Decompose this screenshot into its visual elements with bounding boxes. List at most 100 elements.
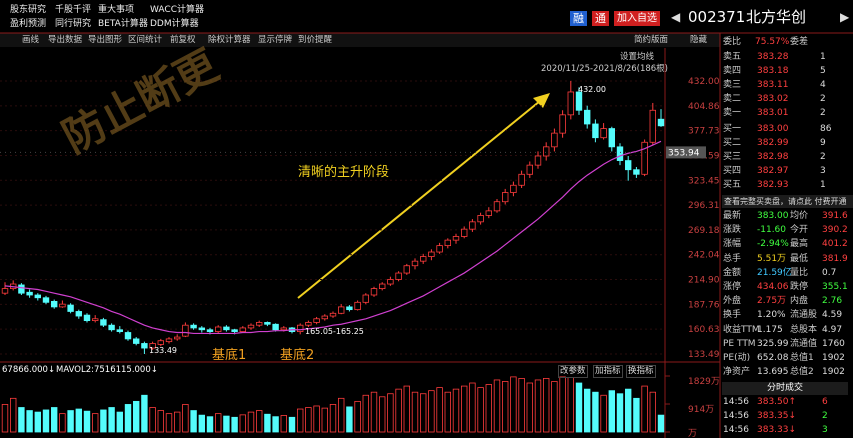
volume-bar xyxy=(264,413,271,433)
candle-body xyxy=(469,221,476,230)
badge[interactable]: 通 xyxy=(592,11,609,26)
y-tick-label: 187.76 xyxy=(688,300,720,310)
annotation: 清晰的主升阶段 xyxy=(298,165,390,180)
stat-label: 涨跌 xyxy=(723,225,742,236)
volume-bar xyxy=(26,410,33,433)
volume-bar xyxy=(337,397,345,433)
volume-bar xyxy=(255,410,263,433)
stat-value: 383.00 xyxy=(757,211,789,221)
stat-value: 390.2 xyxy=(822,225,848,236)
candle-body xyxy=(100,319,107,326)
stat-label: 量比 xyxy=(790,267,809,278)
stat-value: 4.59 xyxy=(822,310,843,321)
tool-button[interactable]: 隐藏 xyxy=(690,35,708,45)
label: 委差 xyxy=(790,37,809,47)
label: 卖五 xyxy=(723,52,742,62)
stat-value: 1902 xyxy=(822,353,845,363)
volume-bar xyxy=(313,405,320,433)
indicator-button[interactable]: 加指标 xyxy=(593,365,623,378)
range-label: 2020/11/25-2021/8/26(186根) xyxy=(541,64,668,74)
add-watchlist-button[interactable]: 加入自选 xyxy=(614,11,660,26)
stat-value: 381.9 xyxy=(822,253,848,264)
toolbar-link[interactable]: DDM计算器 xyxy=(150,19,199,29)
candle-body xyxy=(559,114,566,134)
toolbar-link[interactable]: 同行研究 xyxy=(55,19,92,29)
price-tag xyxy=(666,146,706,159)
price-tag-label: 353.94 xyxy=(668,148,700,158)
toolbar-link[interactable]: 盈利预测 xyxy=(10,19,47,29)
trade-volume: 3 xyxy=(822,425,828,435)
tool-button[interactable]: 区间统计 xyxy=(128,35,163,45)
candle-body xyxy=(321,315,328,320)
tool-button[interactable]: 到价提醒 xyxy=(298,35,333,45)
tool-button[interactable]: 导出图形 xyxy=(88,35,123,45)
base-label: 基底2 xyxy=(280,348,315,363)
candle-body xyxy=(313,318,320,323)
tool-button[interactable]: 前复权 xyxy=(170,35,196,45)
y-tick-label: 269.18 xyxy=(688,226,720,236)
candle-body xyxy=(190,324,197,329)
volume-bar xyxy=(190,410,197,433)
trade-price: 383.33↓ xyxy=(757,425,797,435)
candle-body xyxy=(124,332,132,340)
volume-bar xyxy=(34,411,41,433)
indicator-button[interactable]: 换指标 xyxy=(626,365,656,378)
candle-body xyxy=(625,160,632,171)
candle-body xyxy=(26,291,33,296)
candle-body xyxy=(198,327,205,331)
y-tick-label: 432.00 xyxy=(688,77,720,87)
candle-body xyxy=(346,306,353,311)
stat-label: PE(动) xyxy=(723,353,751,363)
tool-button[interactable]: 除权计算器 xyxy=(208,35,251,45)
volume-bar xyxy=(108,407,115,433)
prev-button[interactable]: ◀ xyxy=(671,10,681,24)
volume-bar xyxy=(18,407,25,433)
toolbar-link[interactable]: 重大事项 xyxy=(98,5,135,15)
candle-body xyxy=(477,215,484,223)
volume-bar xyxy=(551,381,558,433)
toolbar-link[interactable]: 股东研究 xyxy=(10,5,47,15)
volume-bar xyxy=(469,382,476,433)
stat-label: 最高 xyxy=(790,239,809,250)
price: 383.01 xyxy=(757,108,789,118)
toolbar-link[interactable]: 千股千评 xyxy=(55,5,92,15)
stat-value: 21.59亿 xyxy=(757,267,792,278)
volume-bar xyxy=(231,416,238,433)
price: 382.98 xyxy=(757,152,789,162)
volume-bar xyxy=(518,378,525,433)
candle-body xyxy=(231,329,238,332)
ma-setting-button[interactable]: 设置均线 xyxy=(620,52,655,62)
volume-bar xyxy=(411,391,419,433)
label: 买一 xyxy=(723,124,742,134)
base-label: 基底1 xyxy=(212,348,247,363)
candle-body xyxy=(141,343,148,349)
toolbar-link[interactable]: WACC计算器 xyxy=(150,5,204,15)
volume-bar xyxy=(428,390,435,433)
tool-button[interactable]: 简约版面 xyxy=(634,35,669,45)
tool-button[interactable]: 导出数据 xyxy=(48,35,83,45)
label: 卖四 xyxy=(723,66,742,76)
badge[interactable]: 融 xyxy=(570,11,587,26)
label: 卖一 xyxy=(723,108,742,118)
volume-bar xyxy=(510,376,517,433)
stat-label: PE TTM xyxy=(723,338,756,349)
candle-body xyxy=(59,303,66,308)
base-range-label: 165.05-165.25 xyxy=(305,327,364,336)
label: 买二 xyxy=(723,138,742,148)
stat-value: 5.51万 xyxy=(757,253,787,264)
stat-label: 流通股 xyxy=(790,310,818,321)
candle-body xyxy=(567,91,574,116)
candle-body xyxy=(92,318,99,322)
indicator-button[interactable]: 改参数 xyxy=(558,365,588,378)
quantity: 2 xyxy=(820,152,826,162)
tool-button[interactable]: 画线 xyxy=(22,35,40,45)
volume-bar xyxy=(141,394,148,433)
candle-body xyxy=(214,326,222,332)
candle-body xyxy=(206,329,214,332)
next-button[interactable]: ▶ xyxy=(840,10,850,24)
notice-link[interactable]: 查看完整买卖盘，请点此 付费开通 xyxy=(722,195,853,208)
volume-bar xyxy=(493,379,501,433)
toolbar-link[interactable]: BETA计算器 xyxy=(98,19,148,29)
tool-button[interactable]: 显示停牌 xyxy=(258,35,293,45)
candle-body xyxy=(428,251,435,257)
